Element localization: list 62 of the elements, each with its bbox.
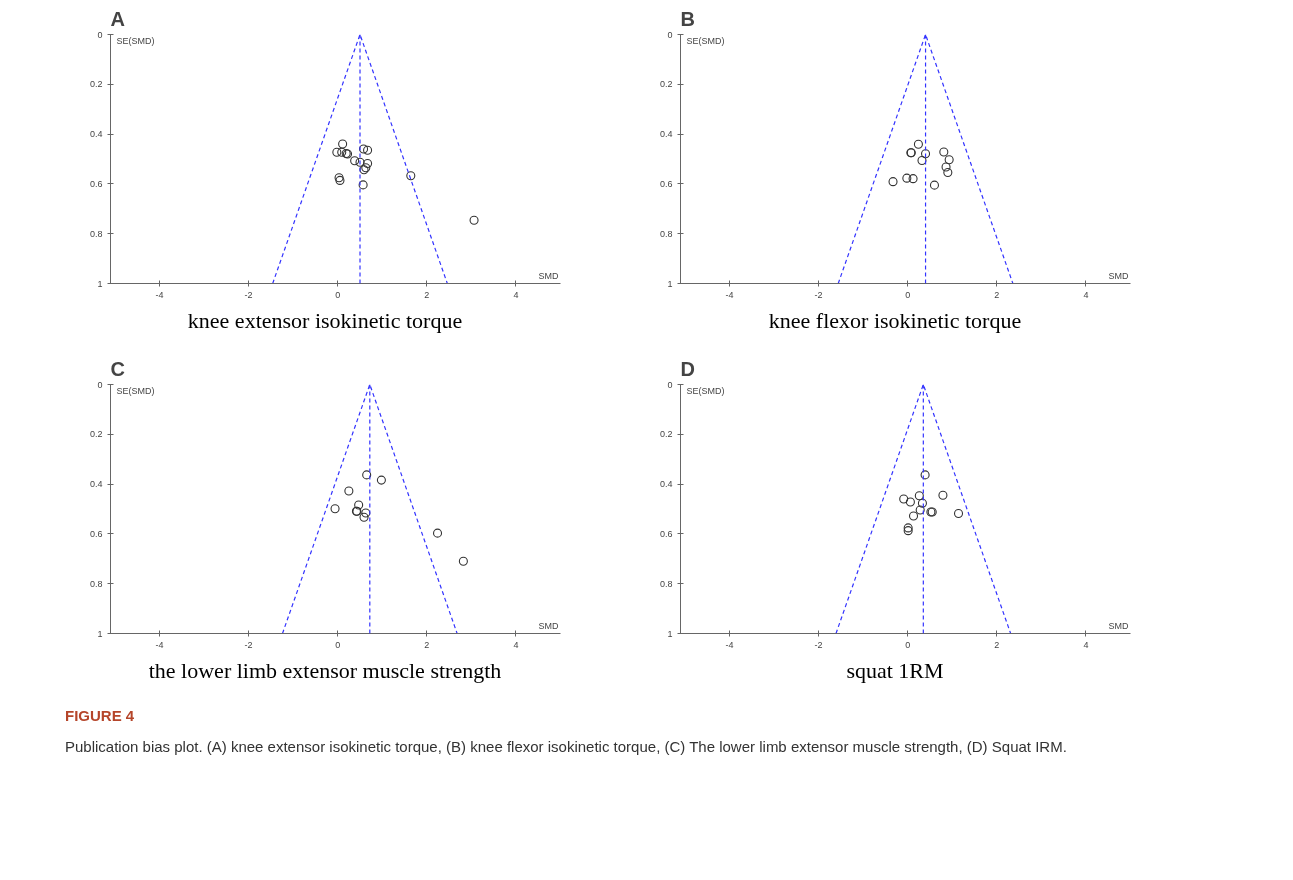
x-tick-label: -4 xyxy=(155,639,164,650)
y-tick-label: 0.8 xyxy=(89,578,103,589)
x-tick-label: 0 xyxy=(905,289,911,300)
x-axis-title: SMD xyxy=(1108,620,1129,631)
x-tick-label: 4 xyxy=(513,289,519,300)
y-tick-label: 0.4 xyxy=(659,479,673,490)
x-tick-label: -2 xyxy=(814,639,823,650)
x-tick-label: -2 xyxy=(244,639,253,650)
y-tick-label: 0.2 xyxy=(89,79,103,90)
text: the lower limb extensor muscle strength xyxy=(148,657,502,685)
text: Publication bias plot. (A) knee extensor isokinetic torque, (B) knee flexor isokinetic torque, (C) The lower limb extensor muscle strength, (D) Squat IRM. xyxy=(65,737,1067,758)
y-tick-label: 0 xyxy=(97,29,103,40)
x-tick-label: -2 xyxy=(814,289,823,300)
x-tick-label: 4 xyxy=(1083,289,1089,300)
text: FIGURE 4 xyxy=(65,706,135,726)
x-tick-label: 4 xyxy=(513,639,519,650)
y-tick-label: 0.6 xyxy=(89,178,103,189)
chart-title: A xyxy=(110,7,125,30)
x-tick-label: 2 xyxy=(994,289,1000,300)
chart-title: D xyxy=(680,357,695,380)
text: squat 1RM xyxy=(846,657,944,685)
x-tick-label: 2 xyxy=(424,639,430,650)
x-tick-label: 0 xyxy=(905,639,911,650)
x-tick-label: 2 xyxy=(994,639,1000,650)
y-axis-title: SE(SMD) xyxy=(116,35,155,46)
x-tick-label: 4 xyxy=(1083,639,1089,650)
y-tick-label: 0.2 xyxy=(659,429,673,440)
y-tick-label: 0.8 xyxy=(89,228,103,239)
y-axis-title: SE(SMD) xyxy=(686,385,725,396)
y-axis-title: SE(SMD) xyxy=(116,385,155,396)
y-tick-label: 0 xyxy=(667,379,673,390)
y-tick-label: 0.4 xyxy=(89,479,103,490)
y-tick-label: 0 xyxy=(667,29,673,40)
x-tick-label: -4 xyxy=(725,639,734,650)
y-tick-label: 0.6 xyxy=(659,528,673,539)
y-tick-label: 0.8 xyxy=(659,578,673,589)
y-tick-label: 0.2 xyxy=(659,79,673,90)
x-tick-label: 0 xyxy=(335,289,341,300)
text: knee extensor isokinetic torque xyxy=(187,307,463,335)
x-tick-label: 2 xyxy=(424,289,430,300)
chart-title: B xyxy=(680,7,695,30)
y-tick-label: 1 xyxy=(667,278,673,289)
x-axis-title: SMD xyxy=(538,270,559,281)
y-tick-label: 1 xyxy=(667,628,673,639)
text: knee flexor isokinetic torque xyxy=(768,307,1022,335)
y-tick-label: 0.6 xyxy=(659,178,673,189)
x-tick-label: -4 xyxy=(725,289,734,300)
x-tick-label: -4 xyxy=(155,289,164,300)
y-tick-label: 0.2 xyxy=(89,429,103,440)
y-tick-label: 0 xyxy=(97,379,103,390)
y-axis-title: SE(SMD) xyxy=(686,35,725,46)
y-tick-label: 0.6 xyxy=(89,528,103,539)
x-axis-title: SMD xyxy=(538,620,559,631)
x-tick-label: -2 xyxy=(244,289,253,300)
y-tick-label: 0.4 xyxy=(89,129,103,140)
y-tick-label: 0.8 xyxy=(659,228,673,239)
y-tick-label: 1 xyxy=(97,278,103,289)
y-tick-label: 0.4 xyxy=(659,129,673,140)
y-tick-label: 1 xyxy=(97,628,103,639)
x-axis-title: SMD xyxy=(1108,270,1129,281)
x-tick-label: 0 xyxy=(335,639,341,650)
chart-title: C xyxy=(110,357,125,380)
